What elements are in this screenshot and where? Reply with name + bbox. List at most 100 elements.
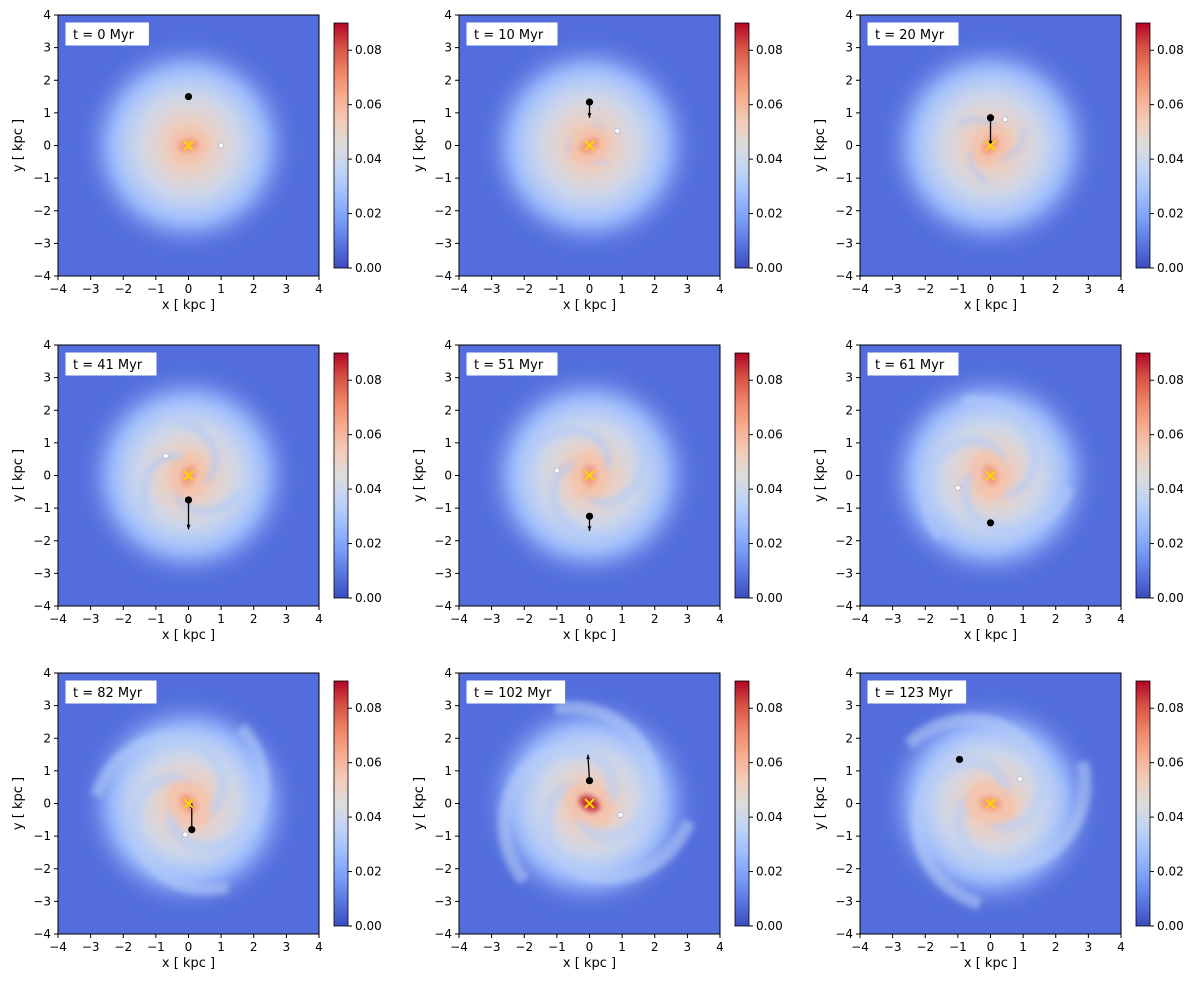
y-tick-label: −2 [434, 204, 452, 218]
y-tick-label: −1 [434, 171, 452, 185]
y-tick-label: 2 [845, 73, 853, 87]
colorbar-tick-label: 0.00 [355, 591, 382, 605]
colorbar-tick-label: 0.02 [355, 207, 382, 221]
black-hole-marker [585, 777, 594, 785]
x-tick-label: −1 [949, 612, 967, 626]
colorbar [734, 352, 750, 599]
white-point-marker [954, 484, 961, 491]
x-tick-label: 1 [618, 282, 626, 296]
time-label: t = 61 Myr [867, 352, 959, 376]
y-tick-label: 0 [444, 469, 452, 483]
colorbar-tick-label: 0.08 [756, 701, 783, 715]
x-tick-label: −4 [851, 612, 869, 626]
colorbar-tick-label: 0.06 [1157, 98, 1184, 112]
colorbar-tick-label: 0.04 [355, 482, 382, 496]
x-tick-label: 3 [283, 940, 291, 954]
x-tick-label: −3 [483, 612, 501, 626]
x-tick-label: −1 [147, 612, 165, 626]
center-x-marker [584, 798, 595, 809]
x-tick-label: 0 [185, 282, 193, 296]
x-tick-label: 3 [684, 612, 692, 626]
x-tick-label: 2 [651, 612, 659, 626]
colorbar-tick-label: 0.08 [1157, 43, 1184, 57]
colorbar [1135, 22, 1151, 269]
x-tick-label: 4 [716, 282, 724, 296]
x-axis-label: x [ kpc ] [563, 628, 616, 643]
x-tick-label: 3 [684, 940, 692, 954]
y-tick-label: −3 [835, 566, 853, 580]
y-tick-label: 3 [43, 699, 51, 713]
panel: −4−4 −3 −3 −2 −2 −1 −1 0 0 1 1 2 2 3 3 4 4 x [ kpc ] y [ k… [813, 338, 1184, 643]
y-tick-label: 4 [444, 8, 452, 22]
y-tick-label: −2 [835, 862, 853, 876]
x-tick-label: −3 [884, 282, 902, 296]
y-tick-label: −3 [33, 566, 51, 580]
x-tick-label: −3 [483, 940, 501, 954]
y-tick-label: 2 [43, 403, 51, 417]
x-tick-label: 1 [1019, 612, 1027, 626]
y-tick-label: 1 [845, 764, 853, 778]
svg-text:t = 61 Myr: t = 61 Myr [875, 358, 945, 373]
y-tick-label: 0 [845, 469, 853, 483]
x-tick-label: −1 [548, 282, 566, 296]
colorbar-tick-label: 0.02 [1157, 207, 1184, 221]
svg-text:t = 123 Myr: t = 123 Myr [875, 686, 953, 701]
colorbar-tick-label: 0.06 [756, 428, 783, 442]
x-tick-label: −4 [851, 282, 869, 296]
time-label: t = 20 Myr [867, 22, 959, 46]
center-x-marker [985, 798, 996, 809]
x-tick-label: −3 [82, 940, 100, 954]
x-tick-label: −1 [949, 282, 967, 296]
x-tick-label: −4 [450, 940, 468, 954]
colorbar-tick-label: 0.04 [756, 482, 783, 496]
x-tick-label: 2 [1052, 940, 1060, 954]
y-tick-label: −4 [835, 269, 853, 283]
svg-text:t = 41 Myr: t = 41 Myr [73, 358, 143, 373]
colorbar-tick-label: 0.06 [1157, 428, 1184, 442]
white-point-marker [1016, 776, 1023, 782]
colorbar-tick-label: 0.00 [756, 261, 783, 275]
x-tick-label: 4 [1117, 940, 1125, 954]
x-tick-label: −2 [515, 940, 533, 954]
y-tick-label: −4 [835, 927, 853, 941]
x-tick-label: 3 [1085, 612, 1093, 626]
colorbar-tick-label: 0.00 [1157, 919, 1184, 933]
y-tick-label: 4 [845, 8, 853, 22]
y-tick-label: −2 [33, 534, 51, 548]
y-axis-label: y [ kpc ] [11, 119, 26, 172]
x-tick-label: 2 [651, 282, 659, 296]
x-tick-label: 3 [283, 282, 291, 296]
x-tick-label: 1 [1019, 940, 1027, 954]
x-tick-label: 1 [1019, 282, 1027, 296]
colorbar-tick-label: 0.06 [355, 428, 382, 442]
x-tick-label: 0 [185, 940, 193, 954]
x-tick-label: −1 [949, 940, 967, 954]
white-point-marker [218, 142, 225, 149]
x-tick-label: 2 [250, 940, 258, 954]
x-axis-label: x [ kpc ] [162, 298, 215, 313]
x-tick-label: −3 [483, 282, 501, 296]
time-label: t = 82 Myr [65, 680, 157, 704]
y-tick-label: −1 [835, 171, 853, 185]
y-tick-label: 0 [845, 797, 853, 811]
y-axis-label: y [ kpc ] [412, 449, 427, 502]
y-tick-label: −2 [835, 534, 853, 548]
black-hole-marker [188, 826, 196, 834]
y-axis-label: y [ kpc ] [412, 119, 427, 172]
time-label: t = 102 Myr [466, 680, 566, 704]
x-tick-label: −4 [49, 612, 67, 626]
y-tick-label: 3 [43, 371, 51, 385]
colorbar-tick-label: 0.04 [1157, 152, 1184, 166]
x-tick-label: 3 [684, 282, 692, 296]
x-tick-label: 2 [250, 612, 258, 626]
x-tick-label: 3 [283, 612, 291, 626]
svg-text:t = 82 Myr: t = 82 Myr [73, 686, 143, 701]
y-tick-label: −3 [33, 236, 51, 250]
x-tick-label: −4 [851, 940, 869, 954]
x-tick-label: 2 [651, 940, 659, 954]
x-tick-label: −2 [114, 940, 132, 954]
y-tick-label: 4 [43, 666, 51, 680]
y-axis-label: y [ kpc ] [813, 777, 828, 830]
colorbar-tick-label: 0.08 [355, 701, 382, 715]
